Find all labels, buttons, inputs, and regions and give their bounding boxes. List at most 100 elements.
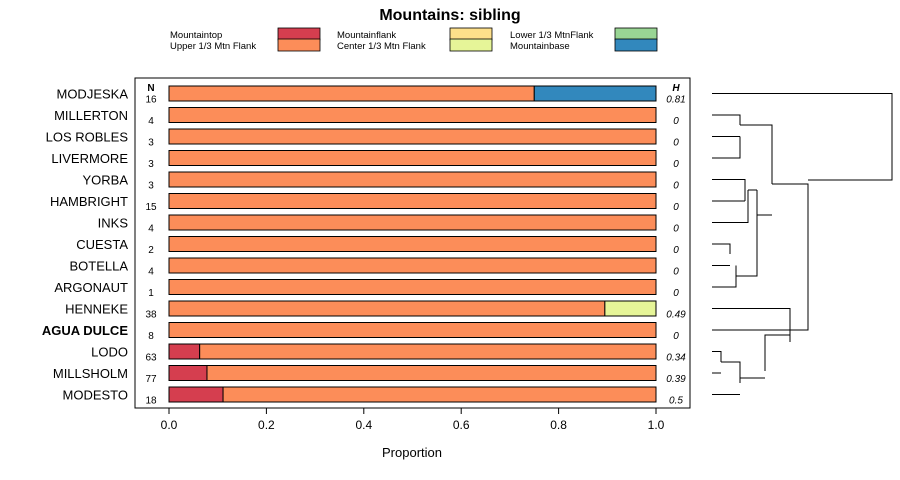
dendrogram-branch	[712, 189, 757, 266]
n-value-agua-dulce: 8	[148, 331, 154, 342]
n-value-cuesta: 2	[148, 245, 154, 256]
bar-segment-yorba-upper-1-3-mtn-flank	[168, 171, 657, 188]
legend-label-mountainflank: Mountainflank	[337, 30, 396, 41]
h-value-livermore: 0	[673, 159, 679, 170]
legend-label-upper-1-3-mtn-flank: Upper 1/3 Mtn Flank	[170, 41, 256, 52]
h-value-lodo: 0.34	[666, 353, 686, 364]
n-value-hambright: 15	[145, 202, 157, 213]
n-value-botella: 4	[148, 267, 154, 278]
n-value-millsholm: 77	[145, 374, 157, 385]
site-label-inks: INKS	[98, 216, 129, 231]
n-value-inks: 4	[148, 224, 154, 235]
bar-segment-henneke-upper-1-3-mtn-flank	[168, 300, 606, 317]
legend-swatch-upper-1-3-mtn-flank	[277, 38, 321, 52]
dendrogram-branch	[740, 124, 773, 184]
bar-segment-cuesta-upper-1-3-mtn-flank	[168, 236, 657, 252]
bar-segment-argonaut-upper-1-3-mtn-flank	[168, 279, 657, 295]
x-tick-label-0-4: 0.4	[355, 418, 372, 432]
bar-segment-lodo-mountaintop	[168, 343, 201, 360]
legend-swatch-mountainbase	[614, 38, 658, 52]
n-value-henneke: 38	[145, 310, 157, 321]
bar-segment-modesto-upper-1-3-mtn-flank	[222, 386, 657, 403]
bar-segment-hambright-upper-1-3-mtn-flank	[168, 193, 657, 209]
bar-segment-millerton-upper-1-3-mtn-flank	[168, 107, 657, 123]
site-label-agua-dulce: AGUA DULCE	[42, 323, 129, 338]
legend-label-lower-1-3-mtnflank: Lower 1/3 MtnFlank	[510, 30, 594, 41]
bar-segment-los-robles-upper-1-3-mtn-flank	[168, 128, 657, 145]
site-label-modesto: MODESTO	[63, 388, 129, 403]
site-label-argonaut: ARGONAUT	[54, 280, 128, 295]
n-value-yorba: 3	[148, 181, 154, 192]
legend-label-mountaintop: Mountaintop	[170, 30, 222, 41]
h-value-yorba: 0	[673, 181, 679, 192]
n-column-header: N	[147, 83, 154, 94]
x-axis-label: Proportion	[382, 445, 442, 460]
x-tick-label-1-0: 1.0	[648, 418, 665, 432]
bar-segment-modjeska-mountainbase	[533, 85, 657, 102]
dendrogram-branch	[712, 114, 741, 159]
h-value-cuesta: 0	[673, 245, 679, 256]
dendrogram-branch	[712, 265, 737, 288]
x-axis: 0.0 0.2 0.4 0.6 0.8 1.0	[161, 408, 665, 432]
x-tick-label-0-2: 0.2	[258, 418, 275, 432]
h-value-henneke: 0.49	[666, 310, 686, 321]
h-value-inks: 0	[673, 224, 679, 235]
n-value-modesto: 18	[145, 396, 157, 407]
site-label-hambright: HAMBRIGHT	[50, 194, 128, 209]
site-label-los-robles: LOS ROBLES	[46, 130, 129, 145]
dendrogram-branch	[712, 93, 893, 181]
legend-swatch-mountaintop	[277, 27, 321, 41]
bar-segment-modjeska-upper-1-3-mtn-flank	[168, 85, 535, 102]
site-label-cuesta: CUESTA	[76, 237, 128, 252]
site-label-henneke: HENNEKE	[65, 302, 128, 317]
dendrogram	[712, 93, 893, 395]
site-label-botella: BOTELLA	[69, 259, 128, 274]
legend-swatch-center-1-3-mtn-flank	[449, 38, 493, 52]
x-tick-label-0-8: 0.8	[550, 418, 567, 432]
n-value-argonaut: 1	[148, 288, 154, 299]
site-label-millsholm: MILLSHOLM	[53, 366, 128, 381]
h-value-modjeska: 0.81	[666, 95, 685, 106]
bar-segment-livermore-upper-1-3-mtn-flank	[168, 150, 657, 166]
n-value-modjeska: 16	[145, 95, 157, 106]
h-value-modesto: 0.5	[669, 396, 683, 407]
dendrogram-branch	[712, 308, 791, 342]
dendrogram-branch	[772, 183, 809, 331]
h-column-header: H	[672, 83, 680, 94]
site-label-millerton: MILLERTON	[54, 108, 128, 123]
site-label-modjeska: MODJESKA	[56, 87, 128, 102]
bar-segment-modesto-mountaintop	[168, 386, 224, 403]
n-value-lodo: 63	[145, 353, 157, 364]
h-value-botella: 0	[673, 267, 679, 278]
dendrogram-branch	[712, 334, 790, 374]
bar-segment-agua-dulce-upper-1-3-mtn-flank	[168, 322, 657, 338]
chart-title: Mountains: sibling	[379, 7, 520, 24]
legend-swatch-mountainflank	[449, 27, 493, 41]
bar-segment-inks-upper-1-3-mtn-flank	[168, 214, 657, 231]
bar-rows: MODJESKA 16 0.81 MILLERTON 4 0 LOS ROBLES 3 0 LIV…	[42, 85, 686, 407]
bar-segment-botella-upper-1-3-mtn-flank	[168, 257, 657, 274]
site-label-yorba: YORBA	[82, 173, 128, 188]
h-value-argonaut: 0	[673, 288, 679, 299]
legend-swatch-lower-1-3-mtnflank	[614, 27, 658, 41]
n-value-los-robles: 3	[148, 138, 154, 149]
legend-label-center-1-3-mtn-flank: Center 1/3 Mtn Flank	[337, 41, 426, 52]
legend-label-mountainbase: Mountainbase	[510, 41, 570, 52]
n-value-millerton: 4	[148, 116, 154, 127]
dendrogram-branch	[736, 190, 772, 277]
site-label-lodo: LODO	[91, 345, 128, 360]
x-tick-label-0-0: 0.0	[161, 418, 178, 432]
h-value-millsholm: 0.39	[666, 374, 686, 385]
bar-segment-lodo-upper-1-3-mtn-flank	[199, 343, 657, 360]
h-value-millerton: 0	[673, 116, 679, 127]
h-value-agua-dulce: 0	[673, 331, 679, 342]
h-value-hambright: 0	[673, 202, 679, 213]
dendrogram-branch	[712, 179, 746, 202]
x-tick-label-0-6: 0.6	[453, 418, 470, 432]
plot-frame	[134, 77, 691, 409]
h-value-los-robles: 0	[673, 138, 679, 149]
n-value-livermore: 3	[148, 159, 154, 170]
site-label-livermore: LIVERMORE	[51, 151, 128, 166]
